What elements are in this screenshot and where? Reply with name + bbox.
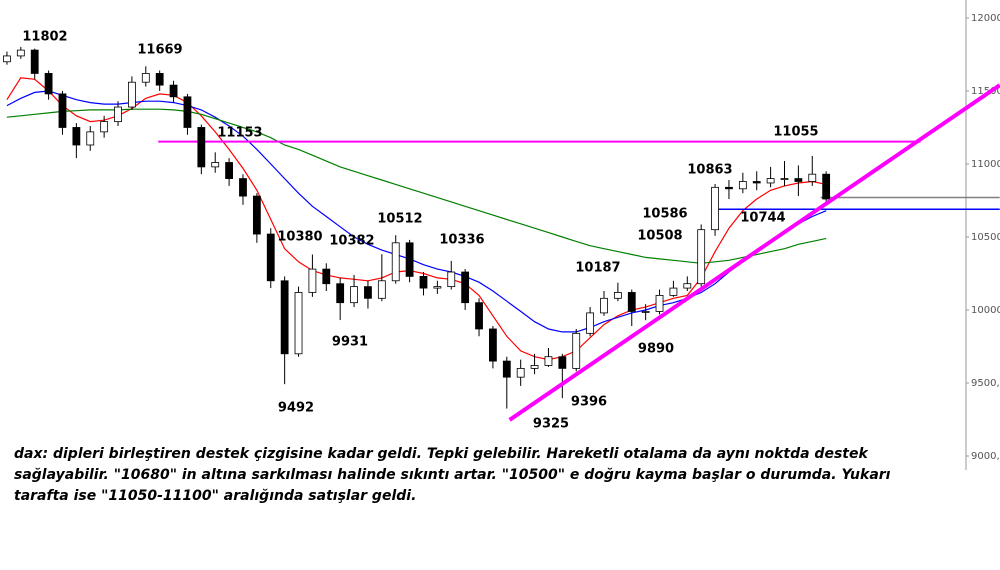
candle-body [391, 242, 400, 282]
price-annotation: 10508 [637, 229, 682, 244]
price-annotation: 9325 [533, 417, 569, 432]
candle-body [72, 127, 81, 146]
price-annotation: 11055 [773, 125, 818, 140]
candle-body [3, 55, 11, 63]
candle-body [489, 328, 497, 362]
candle-body [405, 242, 414, 277]
candle-body [377, 280, 386, 299]
candle-body [169, 84, 178, 98]
candle-body [530, 365, 539, 369]
candle-body [266, 233, 275, 282]
candle-body [558, 356, 567, 369]
candle-body [613, 292, 622, 299]
candle-body [461, 271, 470, 304]
candle-body [502, 360, 511, 378]
candle-body [280, 280, 289, 355]
price-annotation: 10382 [329, 234, 374, 249]
price-annotation: 10586 [642, 207, 687, 222]
price-annotation: 11153 [217, 126, 262, 141]
comment-text: dax: dipleri birleştiren destek çizgisin… [14, 446, 891, 504]
candle-body [433, 286, 442, 289]
candle-body [669, 287, 678, 296]
price-annotation: 10336 [439, 233, 484, 248]
price-annotation: 11669 [137, 43, 182, 58]
candle-body [752, 181, 761, 184]
candle-body [155, 73, 164, 86]
price-annotation: 9931 [332, 335, 368, 350]
y-tick-label: 9000, [971, 451, 1000, 462]
price-annotation: 10744 [740, 211, 785, 226]
candle-body [350, 286, 358, 304]
price-annotation: 11802 [22, 30, 67, 45]
candle-body [475, 302, 483, 330]
candle-body [544, 356, 553, 366]
candle-body [308, 268, 317, 293]
candle-body [447, 271, 456, 288]
y-tick-label: 11000 [971, 159, 1000, 170]
candle-body [141, 73, 150, 83]
candle-body [697, 229, 706, 285]
y-tick-label: 10000 [971, 305, 1000, 316]
y-tick-label: 9500, [971, 378, 1000, 389]
candle-body [600, 297, 608, 314]
candle-body [655, 294, 664, 312]
candle-body [794, 178, 803, 182]
candle-body [586, 312, 595, 334]
y-tick-label: 10500, [971, 232, 1000, 243]
candle-body [516, 367, 525, 378]
price-annotation: 10863 [687, 163, 732, 178]
candle-body [197, 127, 206, 168]
trend-line [508, 83, 1000, 422]
candle-body [211, 162, 220, 168]
candle-body [822, 173, 831, 200]
candle-body [738, 181, 747, 190]
candle-body [44, 73, 53, 95]
candle-body [183, 96, 192, 128]
moving-average [6, 108, 827, 264]
price-annotation: 10512 [377, 212, 422, 227]
price-annotation: 9396 [571, 395, 607, 410]
candle-body [364, 286, 372, 299]
candle-body [58, 93, 67, 128]
price-annotation: 10187 [575, 261, 620, 276]
y-tick-label: 11500 [971, 86, 1000, 97]
candle-body [627, 292, 636, 312]
candle-body [766, 178, 775, 184]
candle-body [294, 292, 303, 355]
candle-body [683, 283, 692, 289]
candle-body [114, 106, 122, 123]
candle-body [239, 178, 247, 197]
candle-body [808, 173, 817, 182]
y-tick-label: 12000 [971, 13, 1000, 24]
candle-body [86, 131, 95, 146]
candle-body [100, 121, 109, 133]
candle-body [419, 276, 428, 289]
candle-body [30, 49, 39, 74]
candle-body [322, 268, 331, 285]
chart: 12000 11500 11000 10500, 10000 9500, 9000, 1180… [3, 0, 1000, 470]
candle-body [336, 283, 345, 304]
candle-body [725, 186, 733, 190]
candle-body [252, 195, 261, 235]
candle-body [711, 186, 719, 231]
price-annotation: 9890 [638, 342, 674, 357]
candle-body [641, 311, 650, 313]
moving-average [6, 77, 827, 361]
price-annotation: 10380 [277, 230, 322, 245]
candle-body [225, 162, 234, 179]
candle-body [128, 81, 136, 108]
candle-body [572, 332, 581, 369]
price-annotation: 9492 [278, 401, 314, 416]
candle-body [16, 49, 25, 57]
candle-body [780, 178, 789, 180]
